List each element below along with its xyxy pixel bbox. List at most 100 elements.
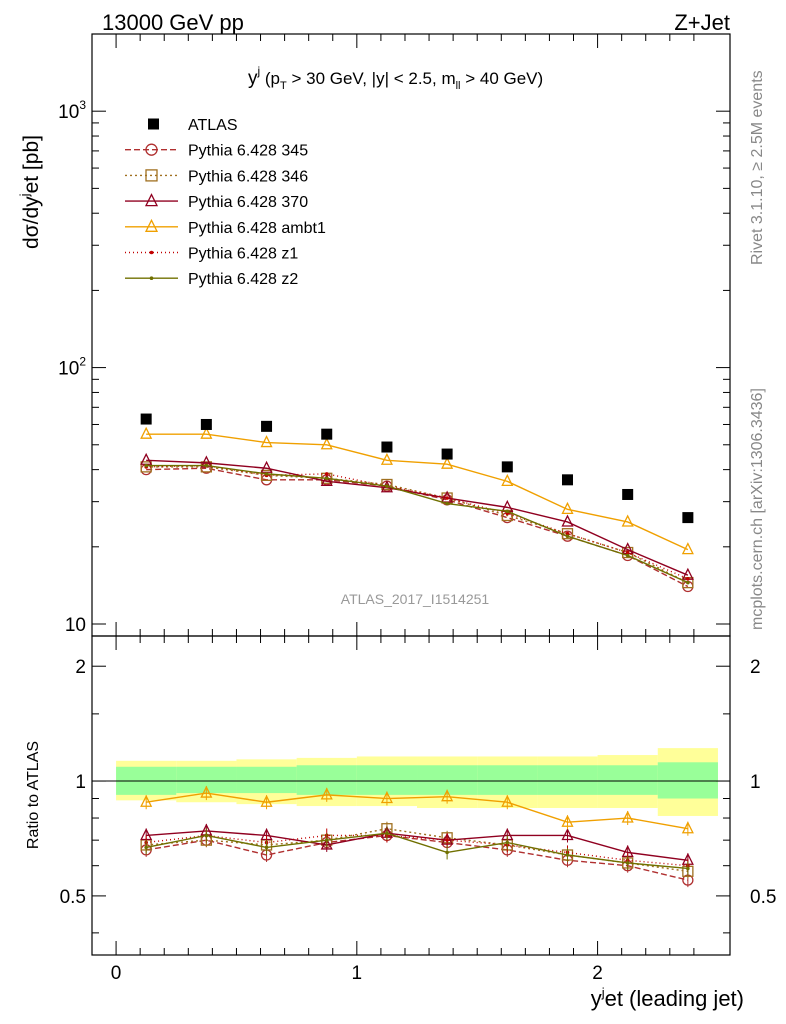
- series-point: [561, 514, 574, 527]
- series-line: [146, 459, 689, 576]
- atlas-data-point: [501, 461, 513, 473]
- band-green-bin: [356, 765, 418, 795]
- ratio-ylabel: Ratio to ATLAS: [25, 741, 42, 849]
- legend-marker-atlas: [148, 118, 159, 130]
- series-point: [621, 514, 634, 527]
- series-point: [264, 472, 269, 476]
- band-green-bin: [537, 765, 598, 795]
- ratio-point: [561, 814, 574, 827]
- ratio-y-tick-label-right: 0.5: [750, 887, 776, 908]
- legend-label: Pythia 6.428 z2: [188, 271, 298, 288]
- legend-marker: [144, 193, 159, 207]
- main-y-tick-label: 103: [58, 98, 86, 123]
- series-point: [204, 463, 209, 468]
- ratio-point: [380, 791, 393, 804]
- ratio-point: [200, 785, 213, 798]
- ratio-point: [681, 821, 694, 834]
- ratio-uncertainty-bands: [116, 748, 718, 816]
- series-line: [146, 464, 689, 580]
- ratio-point: [441, 789, 454, 802]
- ratio-point: [320, 787, 333, 800]
- ratio-point: [561, 828, 574, 841]
- series-point: [320, 437, 333, 450]
- plot-title: yj (pT > 30 GeV, |y| < 2.5, mll > 40 GeV…: [248, 64, 543, 92]
- ratio-y-tick-label: 2: [75, 657, 86, 678]
- series-point: [565, 534, 570, 539]
- series-point: [565, 531, 570, 536]
- legend-label: Pythia 6.428 z1: [188, 246, 298, 263]
- ratio-point: [140, 794, 153, 807]
- legend-label-atlas: ATLAS: [188, 117, 238, 134]
- series-line: [146, 433, 689, 551]
- legend-label: Pythia 6.428 ambt1: [188, 220, 326, 237]
- series-point: [140, 426, 153, 439]
- series-point: [200, 426, 213, 439]
- ratio-series-line: [146, 834, 688, 867]
- atlas-data-point: [200, 418, 212, 430]
- ratio-y-tick-label: 1: [75, 772, 86, 793]
- ratio-point: [324, 838, 329, 842]
- main-y-tick-label: 10: [65, 615, 86, 636]
- atlas-data-point: [622, 488, 634, 500]
- header-right: Z+Jet: [674, 10, 730, 35]
- series-line: [146, 464, 689, 584]
- side-label-rivet: Rivet 3.1.10, ≥ 2.5M events: [749, 70, 766, 265]
- series-point: [625, 553, 630, 558]
- main-series: [140, 413, 694, 593]
- ratio-point: [625, 861, 630, 865]
- legend-marker: [145, 169, 158, 182]
- series-point: [324, 472, 329, 476]
- ratio-point: [385, 831, 389, 835]
- series-line: [146, 467, 689, 588]
- x-tick-label: 0: [111, 963, 122, 984]
- ratio-point: [445, 850, 449, 855]
- band-green-bin: [477, 765, 538, 795]
- ratio-point: [204, 833, 209, 838]
- series-point: [380, 452, 393, 465]
- ratio-y-tick-label: 0.5: [60, 887, 86, 908]
- legend: ATLAS Pythia 6.428 345 Pythia 6.428 346 Pyt…: [125, 117, 326, 288]
- series-point: [144, 463, 148, 468]
- atlas-data-point: [140, 413, 152, 425]
- band-green-bin: [236, 766, 297, 794]
- series-point: [501, 473, 514, 487]
- legend-label: Pythia 6.428 345: [188, 143, 308, 160]
- legend-marker: [145, 143, 158, 156]
- atlas-data-point: [682, 512, 694, 524]
- ratio-point: [320, 837, 333, 850]
- ratio-series-line: [146, 830, 688, 861]
- atlas-data-point: [561, 474, 573, 486]
- atlas-data-point: [441, 448, 453, 460]
- series-point: [140, 452, 153, 465]
- series-point: [260, 435, 273, 448]
- series-point: [686, 577, 690, 581]
- series-point: [260, 469, 273, 481]
- legend-marker: [144, 218, 159, 232]
- series-point: [445, 496, 449, 500]
- series-point: [686, 580, 690, 585]
- series-point: [385, 484, 389, 488]
- analysis-watermark: ATLAS_2017_I1514251: [341, 591, 490, 607]
- ratio-frame: [91, 635, 731, 956]
- series-point: [561, 501, 574, 514]
- header-left: 13000 GeV pp: [102, 10, 244, 35]
- atlas-data-point: [381, 441, 393, 453]
- series-point: [625, 550, 630, 555]
- legend-label: Pythia 6.428 346: [188, 168, 308, 185]
- x-tick-label: 2: [592, 963, 603, 984]
- ratio-series-line: [146, 828, 688, 873]
- series-point: [324, 476, 329, 481]
- ratio-point: [565, 853, 570, 857]
- series-point: [505, 509, 510, 514]
- ratio-point: [505, 840, 510, 845]
- series-point: [320, 473, 333, 487]
- ratio-point: [621, 810, 634, 823]
- ratio-series-line: [146, 832, 688, 870]
- legend-marker: [149, 276, 154, 281]
- ratio-point: [501, 794, 514, 807]
- ratio-series: [140, 785, 694, 888]
- ratio-point: [144, 845, 148, 850]
- series-point: [681, 542, 694, 555]
- band-green-bin: [597, 765, 658, 795]
